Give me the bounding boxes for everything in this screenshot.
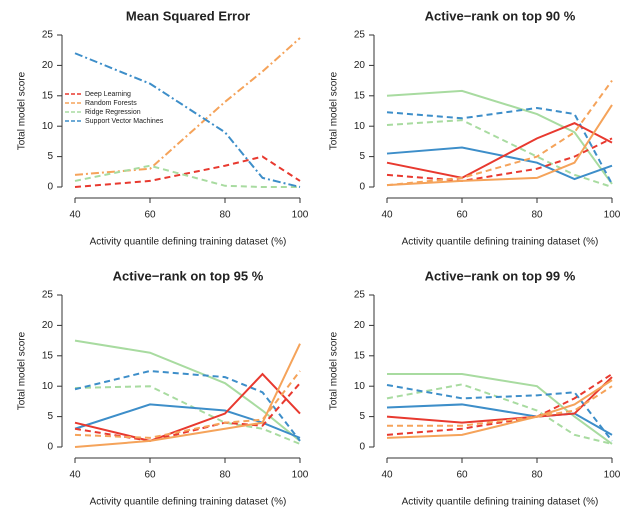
- series-line: [74, 382, 301, 442]
- y-axis-label: Total model score: [329, 71, 340, 150]
- x-tick-label: 40: [69, 470, 81, 481]
- series-line: [74, 403, 301, 439]
- y-tick-label: 10: [42, 121, 54, 132]
- y-tick-label: 25: [42, 290, 54, 301]
- y-tick-label: 0: [359, 182, 365, 193]
- y-tick-label: 0: [47, 442, 53, 453]
- series-line: [74, 370, 301, 439]
- x-tick-label: 40: [381, 210, 393, 221]
- y-tick-label: 25: [354, 30, 366, 41]
- y-axis-label: Total model score: [17, 71, 28, 150]
- x-tick-label: 60: [144, 210, 156, 221]
- x-tick-label: 80: [219, 210, 231, 221]
- legend-label: Deep Learning: [85, 91, 131, 98]
- y-tick-label: 20: [354, 60, 366, 71]
- x-tick-label: 60: [456, 470, 468, 481]
- series-line: [386, 383, 613, 442]
- series-line: [386, 80, 613, 187]
- series-line: [74, 385, 301, 445]
- chart-title: Mean Squared Error: [126, 8, 250, 23]
- y-tick-label: 15: [354, 90, 366, 101]
- y-tick-label: 5: [47, 151, 53, 162]
- x-axis-label: Activity quantile defining training data…: [90, 237, 287, 248]
- series-line: [386, 383, 613, 445]
- chart-title: Active−rank on top 90 %: [425, 8, 576, 23]
- x-tick-label: 100: [604, 470, 621, 481]
- y-tick-label: 15: [42, 90, 54, 101]
- x-axis-label: Activity quantile defining training data…: [90, 497, 287, 507]
- y-tick-label: 20: [42, 320, 54, 331]
- x-tick-label: 80: [531, 210, 543, 221]
- x-tick-label: 40: [381, 470, 393, 481]
- series-line: [74, 164, 300, 188]
- y-tick-label: 5: [359, 151, 365, 162]
- chart-title: Active−rank on top 95 %: [113, 268, 264, 283]
- x-axis-label: Activity quantile defining training data…: [402, 237, 599, 248]
- x-tick-label: 60: [456, 210, 468, 221]
- series-line: [387, 373, 613, 445]
- y-tick-label: 20: [354, 320, 366, 331]
- series-line: [386, 119, 613, 188]
- x-tick-label: 80: [531, 470, 543, 481]
- x-tick-label: 100: [292, 470, 309, 481]
- series-line: [386, 122, 613, 179]
- y-tick-label: 15: [42, 350, 54, 361]
- y-tick-label: 25: [42, 30, 54, 41]
- series-line: [74, 339, 301, 442]
- series-line: [386, 137, 613, 182]
- legend-label: Ridge Regression: [85, 109, 141, 116]
- series-line: [387, 385, 613, 427]
- y-tick-label: 10: [42, 381, 54, 392]
- series-line: [386, 104, 613, 187]
- series-line: [74, 155, 301, 188]
- y-axis-label: Total model score: [329, 331, 340, 410]
- series-line: [74, 52, 301, 188]
- y-tick-label: 5: [47, 411, 53, 422]
- chart-title: Active−rank on top 99 %: [425, 268, 576, 283]
- y-tick-label: 20: [42, 60, 54, 71]
- series-line: [74, 372, 301, 442]
- series-line: [386, 106, 613, 185]
- x-tick-label: 60: [144, 470, 156, 481]
- x-tick-label: 100: [604, 210, 621, 221]
- y-tick-label: 15: [354, 350, 366, 361]
- y-tick-label: 25: [354, 290, 366, 301]
- x-tick-label: 80: [219, 470, 231, 481]
- x-tick-label: 100: [292, 210, 309, 221]
- series-line: [386, 146, 613, 181]
- y-tick-label: 5: [359, 411, 365, 422]
- legend-label: Random Forests: [85, 100, 137, 107]
- y-tick-label: 0: [359, 442, 365, 453]
- series-line: [74, 343, 301, 448]
- y-tick-label: 0: [47, 182, 53, 193]
- series-line: [74, 369, 301, 442]
- y-axis-label: Total model score: [17, 331, 28, 410]
- x-tick-label: 40: [69, 210, 81, 221]
- y-tick-label: 10: [354, 381, 366, 392]
- x-axis-label: Activity quantile defining training data…: [402, 497, 599, 507]
- legend-label: Support Vector Machines: [85, 118, 164, 125]
- y-tick-label: 10: [354, 121, 366, 132]
